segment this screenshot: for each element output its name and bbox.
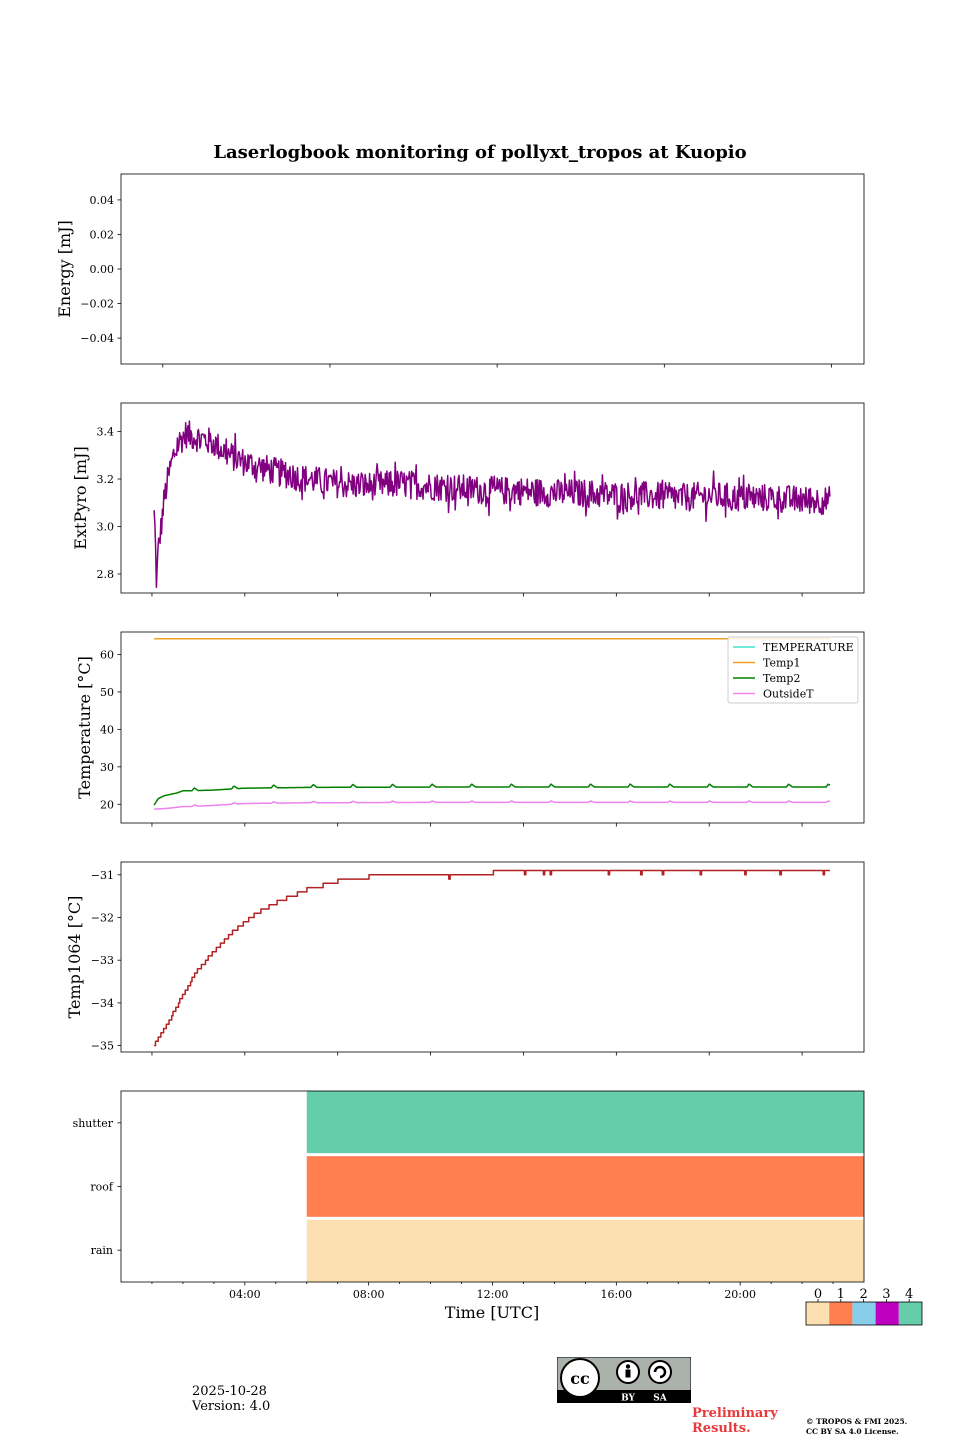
y-axis-label: Energy [mJ]	[55, 220, 74, 318]
y-tick-label: −33	[91, 954, 114, 967]
x-axis-label: Time [UTC]	[445, 1303, 539, 1322]
y-tick-label-shutter: shutter	[73, 1117, 114, 1130]
preliminary-note: Preliminary Results.	[692, 1406, 778, 1436]
version-text: Version: 4.0	[192, 1399, 271, 1414]
colorbar-cell-2	[852, 1302, 876, 1325]
colorbar-frame	[805, 1301, 923, 1326]
colorbar-label-1: 1	[837, 1287, 845, 1302]
axes-frame	[120, 861, 865, 1053]
chart-title: Laserlogbook monitoring of pollyxt_tropo…	[213, 142, 746, 163]
colorbar-cell-3	[875, 1302, 899, 1325]
status-bar-shutter	[306, 1091, 864, 1154]
colorbar-cell-1	[829, 1302, 853, 1325]
y-tick-label: −0.02	[80, 298, 114, 311]
y-tick-label: 3.2	[97, 473, 115, 486]
x-tick-label: 12:00	[477, 1288, 509, 1301]
y-tick-label: −34	[91, 997, 114, 1010]
y-tick-label-rain: rain	[91, 1244, 113, 1257]
axes-frame	[120, 402, 865, 594]
status-bar-rain	[306, 1219, 864, 1282]
y-tick-label: 30	[100, 761, 114, 774]
legend-label-temperature: TEMPERATURE	[763, 641, 854, 654]
x-tick-label: 04:00	[229, 1288, 261, 1301]
y-tick-label: 2.8	[97, 568, 115, 581]
y-tick-label: −0.04	[80, 332, 114, 345]
copyright-line-2: CC BY SA 4.0 License.	[806, 1427, 899, 1436]
legend-label-temp1: Temp1	[763, 657, 800, 670]
series-line-temp2	[153, 783, 831, 806]
axes-frame	[120, 173, 865, 365]
y-tick-label: 0.02	[90, 228, 115, 241]
legend: TEMPERATURE Temp1 Temp2 OutsideT	[727, 636, 859, 704]
cc-by-label: BY	[621, 1394, 635, 1404]
y-tick-label: −32	[91, 912, 114, 925]
colorbar-label-4: 4	[905, 1287, 913, 1302]
x-tick-label: 20:00	[724, 1288, 756, 1301]
panel-1: 0.04 0.02 0.00 −0.02 −0.04 Energy [mJ]	[55, 173, 865, 368]
colorbar-cell-0	[806, 1302, 830, 1325]
panel-3: 60 50 40 30 20 Temperature [°C] TEMPERATURE Tem…	[75, 631, 865, 827]
colorbar-label-2: 2	[859, 1287, 867, 1302]
cc-logo-icon	[560, 1358, 600, 1398]
copyright: © TROPOS & FMI 2025. CC BY SA 4.0 Licens…	[806, 1417, 907, 1437]
y-tick-label: 0.04	[90, 194, 115, 207]
status-bar-roof	[306, 1156, 864, 1217]
cc-logo-text: cc	[570, 1369, 590, 1388]
series-line-temp1064	[154, 869, 830, 1047]
y-axis-label: Temperature [°C]	[75, 656, 94, 799]
panel-4: −31 −32 −33 −34 −35 Temp1064 [°C]	[65, 861, 865, 1056]
copyright-line-1: © TROPOS & FMI 2025.	[806, 1417, 908, 1426]
cc-license-badge: cc BY SA	[557, 1357, 691, 1403]
legend-box	[727, 636, 859, 704]
x-tick-label: 16:00	[600, 1288, 632, 1301]
cc-sa-label: SA	[653, 1394, 667, 1404]
y-tick-label: 0.00	[90, 263, 115, 276]
y-tick-label: 20	[100, 798, 114, 811]
panel-5: shutter roof rain 04:00 08:00 12:00 16:00 20:00	[73, 1090, 865, 1301]
series-line-extpyro	[153, 420, 831, 589]
legend-label-outsidet: OutsideT	[763, 688, 814, 701]
colorbar-cell-4	[898, 1302, 922, 1325]
y-tick-label-roof: roof	[90, 1181, 114, 1194]
colorbar-label-0: 0	[814, 1287, 822, 1302]
y-tick-label: −31	[91, 869, 114, 882]
y-tick-label: 60	[100, 648, 114, 661]
share-alike-icon	[648, 1360, 672, 1384]
date-text: 2025-10-28	[192, 1384, 267, 1399]
date-version: 2025-10-28 Version: 4.0	[192, 1384, 270, 1414]
y-tick-label: 40	[100, 723, 114, 736]
x-tick-label: 08:00	[353, 1288, 385, 1301]
y-tick-label: −35	[91, 1040, 114, 1053]
y-tick-label: 50	[100, 686, 114, 699]
y-tick-label: 3.4	[97, 426, 115, 439]
colorbar-label-3: 3	[882, 1287, 890, 1302]
legend-label-temp2: Temp2	[763, 672, 800, 685]
y-axis-label: Temp1064 [°C]	[65, 896, 84, 1019]
y-axis-label: ExtPyro [mJ]	[71, 446, 90, 549]
panel-2: 3.4 3.2 3.0 2.8 ExtPyro [mJ]	[71, 402, 865, 597]
y-tick-label: 3.0	[97, 521, 115, 534]
series-line-outsidet	[154, 800, 831, 810]
